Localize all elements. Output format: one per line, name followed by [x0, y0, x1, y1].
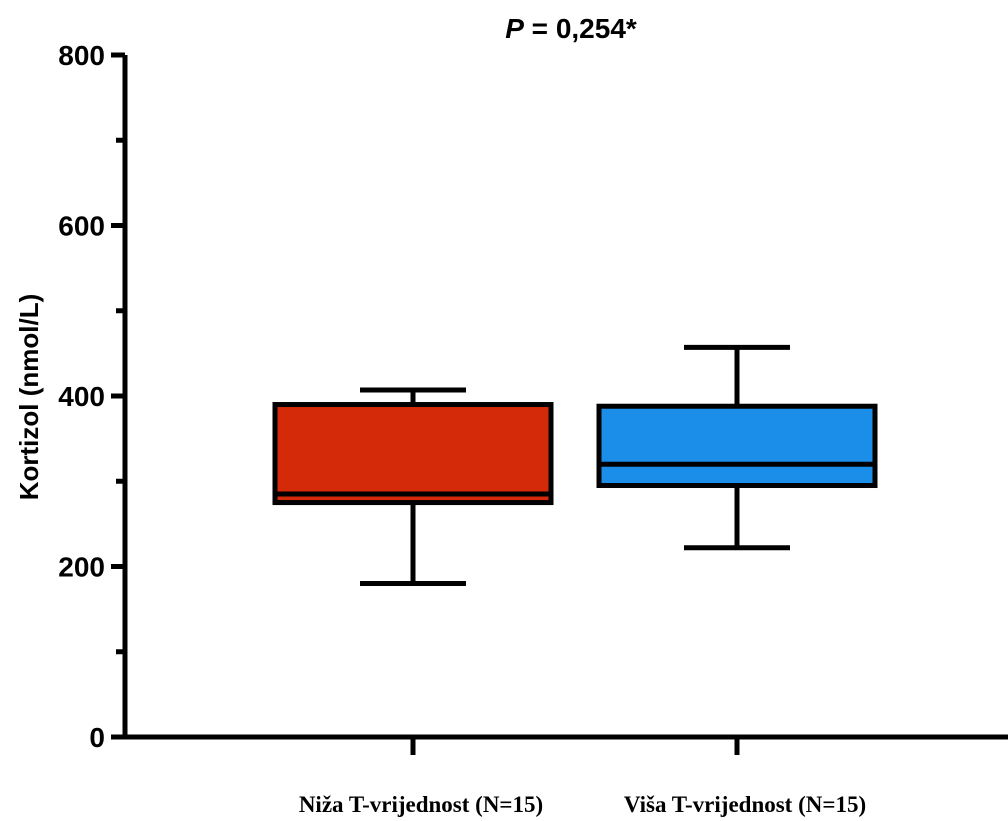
- y-tick-label: 800: [58, 40, 105, 71]
- x-axis: Niža T-vrijednost (N=15) Viša T-vrijednos…: [123, 734, 1008, 817]
- y-axis: 0 200 400 600 800: [58, 40, 128, 753]
- y-tick-label: 0: [89, 722, 105, 753]
- y-tick-label: 600: [58, 211, 105, 242]
- y-tick-label: 200: [58, 552, 105, 583]
- x-category-label: Viša T-vrijednost (N=15): [624, 792, 866, 817]
- iqr-box: [596, 403, 878, 489]
- boxes-group: [272, 344, 878, 587]
- chart-title-rest: = 0,254*: [524, 13, 637, 44]
- y-tick-label: 400: [58, 381, 105, 412]
- chart-title: P = 0,254*: [505, 13, 637, 44]
- box-1: [272, 387, 554, 587]
- y-axis-label: Kortizol (nmol/L): [14, 294, 44, 501]
- iqr-box: [272, 402, 554, 506]
- box-2: [596, 344, 878, 551]
- chart-title-prefix: P: [505, 13, 524, 44]
- x-category-label: Niža T-vrijednost (N=15): [299, 792, 543, 817]
